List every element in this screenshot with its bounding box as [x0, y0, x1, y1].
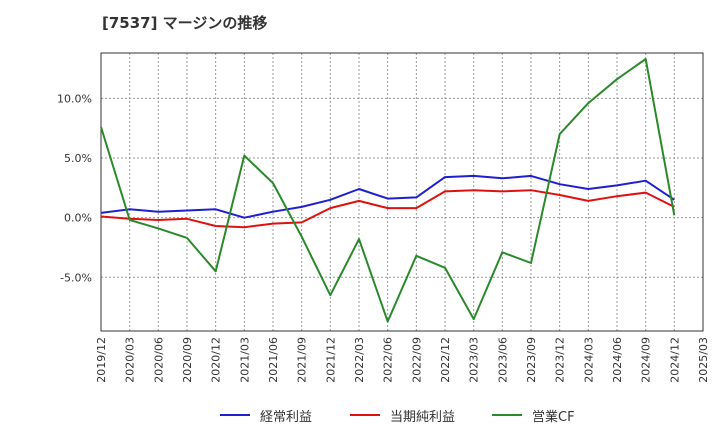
legend-item: 営業CF: [492, 404, 575, 426]
grid-lines: [100, 53, 704, 331]
x-tick-label: 2021/09: [296, 337, 309, 383]
y-tick-label: -5.0%: [60, 271, 92, 284]
x-tick-label: 2020/03: [124, 337, 137, 383]
x-tick-label: 2020/12: [210, 337, 223, 383]
x-tick-label: 2021/06: [267, 337, 280, 383]
x-tick-label: 2024/12: [668, 337, 681, 383]
y-tick-label: 0.0%: [64, 212, 92, 225]
x-tick-label: 2021/03: [238, 337, 251, 383]
legend-item: 経常利益: [220, 404, 312, 426]
legend-label: 営業CF: [532, 409, 575, 425]
legend-item: 当期純利益: [350, 404, 455, 426]
series-line-2: [100, 189, 675, 229]
y-tick-label: 5.0%: [64, 152, 92, 165]
x-tick-label: 2024/03: [582, 337, 595, 383]
x-tick-label: 2020/06: [152, 337, 165, 383]
x-tick-label: 2020/09: [181, 337, 194, 383]
series-line-1: [100, 174, 675, 219]
y-tick-label: 10.0%: [57, 92, 92, 105]
legend-swatch: [220, 414, 250, 416]
chart-title: [7537] マージンの推移: [102, 14, 268, 32]
plot-frame: [100, 52, 704, 332]
x-tick-label: 2022/12: [439, 337, 452, 383]
x-tick-label: 2023/09: [525, 337, 538, 383]
x-tick-label: 2019/12: [95, 337, 108, 383]
x-tick-label: 2022/09: [410, 337, 423, 383]
x-tick-label: 2024/06: [611, 337, 624, 383]
x-tick-label: 2021/12: [324, 337, 337, 383]
x-tick-label: 2023/03: [468, 337, 481, 383]
tick-labels: 10.0% 5.0% 0.0% -5.0% 2019/12 2020/03 2020/06 2…: [57, 92, 710, 382]
x-tick-label: 2025/03: [697, 337, 710, 383]
legend-swatch: [492, 414, 522, 416]
series-lines: [100, 58, 676, 323]
x-tick-label: 2023/06: [496, 337, 509, 383]
legend-label: 経常利益: [260, 409, 313, 425]
x-tick-label: 2024/09: [640, 337, 653, 383]
legend-label: 当期純利益: [390, 409, 456, 425]
legend: 経常利益 当期純利益 営業CF: [0, 404, 720, 426]
x-tick-label: 2023/12: [554, 337, 567, 383]
axes: [100, 52, 704, 332]
x-tick-label: 2022/03: [353, 337, 366, 383]
legend-swatch: [350, 414, 380, 416]
x-tick-label: 2022/06: [382, 337, 395, 383]
series-line-3: [100, 58, 676, 323]
